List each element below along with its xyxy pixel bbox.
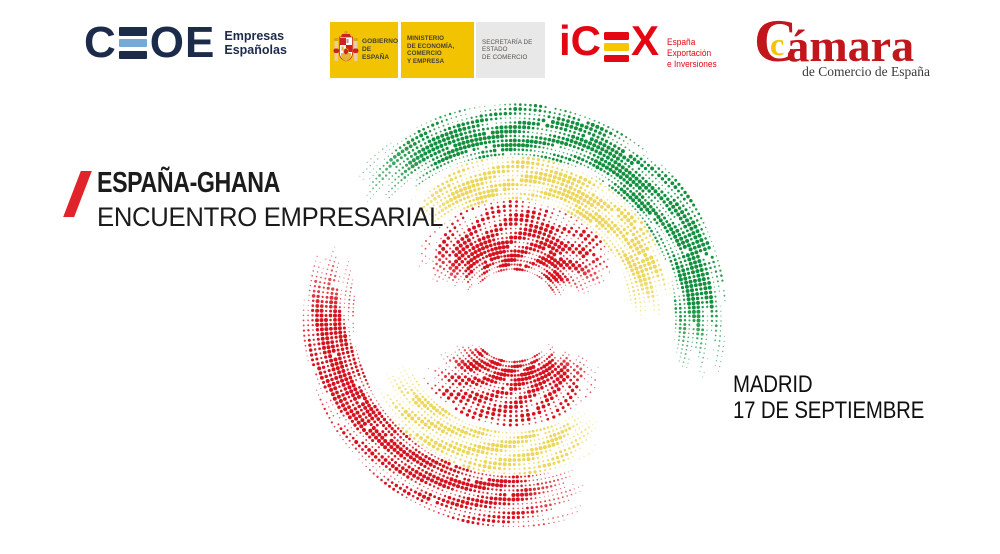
icex-letter-c: C xyxy=(570,17,602,64)
camara-rest: ámara xyxy=(786,20,915,71)
event-details: MADRID 17 DE SEPTIEMBRE xyxy=(733,372,924,424)
red-slash-icon xyxy=(63,171,92,217)
event-city: MADRID xyxy=(733,371,813,398)
secretaria-line1: SECRETARÍA DE ESTADO xyxy=(482,38,533,54)
ceoe-e-middle-bar xyxy=(118,38,147,48)
ceoe-letter-o: O xyxy=(149,18,186,67)
spain-coat-of-arms-icon xyxy=(333,31,359,62)
gobierno-block: GOBIERNO DE ESPAÑA xyxy=(330,22,398,78)
ceoe-tagline-line2: Españolas xyxy=(224,43,287,57)
title-line1: ESPAÑA-GHANA xyxy=(97,167,280,199)
ministerio-line2: DE ECONOMÍA, COMERCIO xyxy=(407,42,455,58)
title-line2: ENCUENTRO EMPRESARIAL xyxy=(97,202,444,232)
camara-small-c: c xyxy=(770,26,785,62)
secretaria-line2: DE COMERCIO xyxy=(482,53,528,61)
secretaria-text: SECRETARÍA DE ESTADO DE COMERCIO xyxy=(482,39,545,62)
ministerio-line1: MINISTERIO xyxy=(407,35,445,42)
ceoe-tagline: Empresas Españolas xyxy=(224,26,287,57)
camara-subtitle: de Comercio de España xyxy=(802,64,930,79)
icex-e-bottom-bar xyxy=(604,54,630,62)
icex-logo: i C X España Exportación e Inversiones xyxy=(559,20,724,71)
gobierno-line2: DE ESPAÑA xyxy=(362,46,390,61)
icex-tagline-line1: España xyxy=(667,37,696,48)
ministerio-line3: Y EMPRESA xyxy=(407,57,445,65)
ceoe-letter-e: E xyxy=(185,18,216,67)
icex-e-bars-icon xyxy=(604,32,630,62)
icex-letter-i: i xyxy=(559,17,571,64)
secretaria-block: SECRETARÍA DE ESTADO DE COMERCIO xyxy=(476,22,545,78)
event-title: ESPAÑA-GHANA ENCUENTRO EMPRESARIAL xyxy=(63,167,461,233)
icex-tagline-line3: e Inversiones xyxy=(667,59,717,70)
ceoe-tagline-line1: Empresas xyxy=(224,29,285,43)
gobierno-text: GOBIERNO DE ESPAÑA xyxy=(362,38,398,62)
ministerio-block: MINISTERIO DE ECONOMÍA, COMERCIO Y EMPRE… xyxy=(401,22,474,78)
icex-e-top-bar xyxy=(604,32,630,40)
ceoe-e-top-bar xyxy=(118,27,147,36)
ceoe-e-bottom-bar xyxy=(118,50,147,59)
icex-wordmark: i C X xyxy=(559,20,659,62)
icex-letter-x: X xyxy=(631,17,660,64)
gobierno-line1: GOBIERNO xyxy=(362,38,399,45)
ceoe-logo: C O E Empresas Españolas xyxy=(84,18,287,67)
ceoe-letter-c: C xyxy=(84,18,117,67)
icex-e-middle-bar xyxy=(604,43,630,51)
icex-tagline: España Exportación e Inversiones xyxy=(667,31,717,70)
gobierno-logo: GOBIERNO DE ESPAÑA MINISTERIO DE ECONOMÍ… xyxy=(330,22,545,78)
icex-tagline-line2: Exportación xyxy=(667,48,712,59)
ceoe-wordmark: C O E xyxy=(84,18,216,67)
camara-big-c: C xyxy=(754,8,798,74)
event-date: 17 DE SEPTIEMBRE xyxy=(733,397,925,424)
ceoe-e-bars-icon xyxy=(118,27,147,59)
ministerio-text: MINISTERIO DE ECONOMÍA, COMERCIO Y EMPRE… xyxy=(407,35,474,65)
